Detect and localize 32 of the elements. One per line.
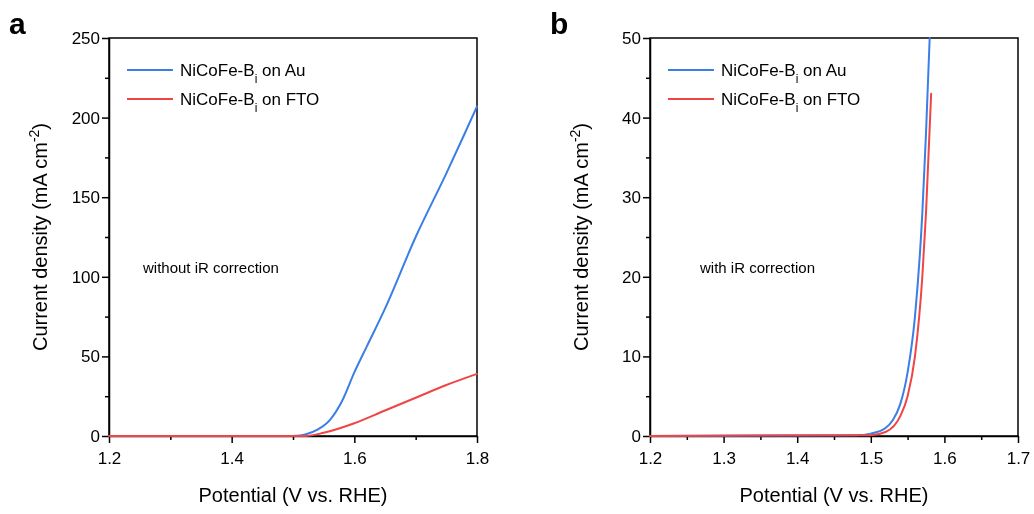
x-tick-label: 1.2 — [638, 448, 663, 468]
x-tick-label: 1.3 — [712, 448, 736, 468]
y-tick-label: 0 — [631, 426, 641, 446]
annotation: with iR correction — [699, 259, 816, 276]
y-tick-label: 250 — [71, 28, 100, 48]
chart-title: b — [550, 7, 569, 40]
x-tick-label: 1.5 — [859, 448, 884, 468]
y-tick-label: 20 — [622, 267, 641, 287]
x-tick-label: 1.4 — [785, 448, 810, 468]
legend-label: NiCoFe-B$_{i}$ on FTO — [721, 90, 861, 115]
legend-label: NiCoFe-B$_{i}$ on FTO — [180, 90, 320, 115]
annotation: without iR correction — [142, 259, 279, 276]
y-tick-label: 0 — [90, 426, 100, 446]
y-tick-label: 100 — [71, 267, 100, 287]
legend-label: NiCoFe-B$_{i}$ on Au — [721, 61, 847, 86]
y-tick-label: 50 — [622, 28, 641, 48]
x-tick-label: 1.4 — [220, 448, 244, 468]
y-tick-label: 40 — [622, 108, 641, 128]
x-tick-label: 1.7 — [1006, 448, 1031, 468]
x-tick-label: 1.2 — [97, 448, 122, 468]
y-tick-label: 30 — [622, 188, 641, 208]
x-axis-title: Potential (V vs. RHE) — [198, 484, 388, 506]
x-tick-label: 1.6 — [933, 448, 957, 468]
x-tick-label: 1.8 — [465, 448, 490, 468]
y-tick-label: 10 — [622, 347, 641, 367]
legend-label: NiCoFe-B$_{i}$ on Au — [180, 61, 306, 86]
y-tick-label: 150 — [71, 188, 100, 208]
chart-title: a — [9, 7, 26, 40]
x-tick-label: 1.6 — [343, 448, 367, 468]
y-tick-label: 50 — [81, 347, 100, 367]
y-tick-label: 200 — [71, 108, 100, 128]
x-axis-title: Potential (V vs. RHE) — [739, 484, 929, 506]
